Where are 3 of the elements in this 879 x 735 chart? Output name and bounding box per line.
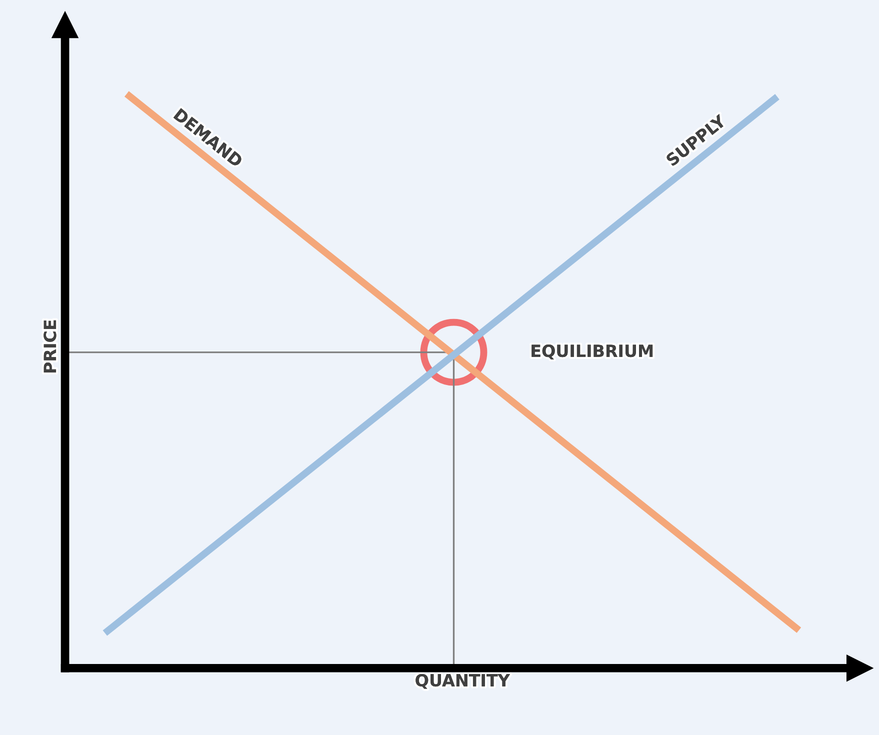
- x-axis-title: QUANTITY: [416, 674, 510, 689]
- annotation: EQUILIBRIUM: [532, 344, 653, 360]
- y-axis-title: PRICE: [44, 320, 56, 372]
